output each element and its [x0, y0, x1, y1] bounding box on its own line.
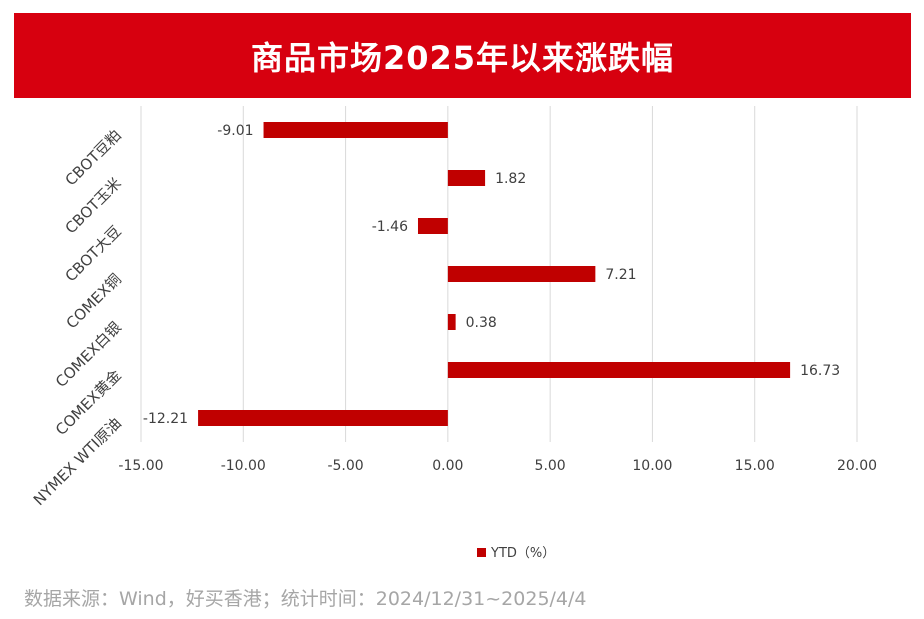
title-banner: 商品市场2025年以来涨跌幅 — [14, 13, 911, 98]
data-label: -9.01 — [217, 123, 253, 139]
bar — [447, 362, 791, 378]
category-label: NYMEX WTI原油 — [30, 414, 125, 509]
bar — [447, 314, 456, 330]
legend-swatch — [477, 548, 486, 557]
x-tick-label: 0.00 — [432, 458, 463, 474]
source-note: 数据来源：Wind，好买香港；统计时间：2024/12/31~2025/4/4 — [24, 588, 587, 610]
x-tick-label: 5.00 — [535, 458, 566, 474]
x-tick-label: 20.00 — [837, 458, 877, 474]
bar — [447, 170, 486, 186]
legend-label: YTD（%） — [490, 546, 555, 561]
data-label: 1.82 — [495, 171, 526, 187]
x-tick-label: -10.00 — [221, 458, 266, 474]
bar — [417, 218, 448, 234]
data-label: -1.46 — [372, 219, 408, 235]
data-label: -12.21 — [143, 411, 188, 427]
bar — [447, 266, 596, 282]
data-label: 16.73 — [800, 363, 840, 379]
x-tick-label: -15.00 — [118, 458, 163, 474]
x-tick-label: 15.00 — [735, 458, 775, 474]
bar — [198, 410, 448, 426]
data-label: 7.21 — [605, 267, 636, 283]
x-tick-label: 10.00 — [632, 458, 672, 474]
chart-title: 商品市场2025年以来涨跌幅 — [250, 38, 675, 77]
data-label: 0.38 — [466, 315, 497, 331]
x-tick-label: -5.00 — [327, 458, 363, 474]
bar — [263, 122, 448, 138]
